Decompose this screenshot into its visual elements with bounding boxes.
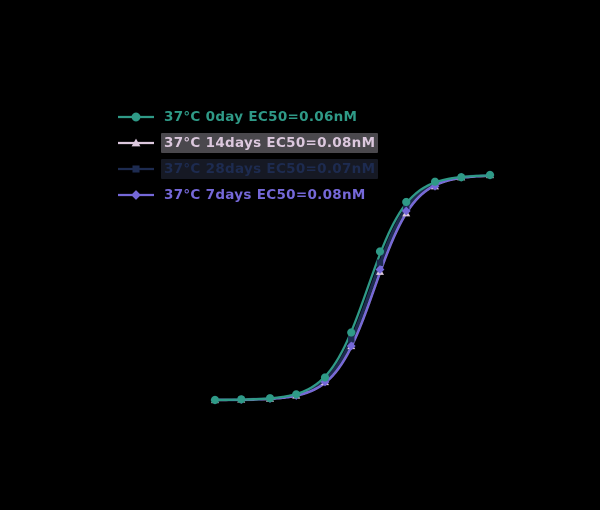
legend-label-7days: 37°C 7days EC50=0.08nM <box>164 187 366 203</box>
legend-label-14days: 37°C 14days EC50=0.08nM <box>161 133 379 153</box>
legend-diamond-marker-icon <box>118 190 154 200</box>
legend-item-14days: 37°C 14days EC50=0.08nM <box>116 130 379 156</box>
legend-square-marker-icon <box>118 165 154 173</box>
legend-item-28days: 37°C 28days EC50=0.07nM <box>116 156 379 182</box>
legend-circle-marker-icon <box>118 112 154 122</box>
legend-label-0day: 37°C 0day EC50=0.06nM <box>164 109 358 125</box>
legend-triangle-marker-icon <box>118 138 154 147</box>
legend-item-0day: 37°C 0day EC50=0.06nM <box>116 104 378 130</box>
legend: 37°C 0day EC50=0.06nM 37°C 14days EC50=0… <box>116 104 379 208</box>
legend-item-7days: 37°C 7days EC50=0.08nM <box>116 182 378 208</box>
legend-label-28days: 37°C 28days EC50=0.07nM <box>161 159 379 179</box>
